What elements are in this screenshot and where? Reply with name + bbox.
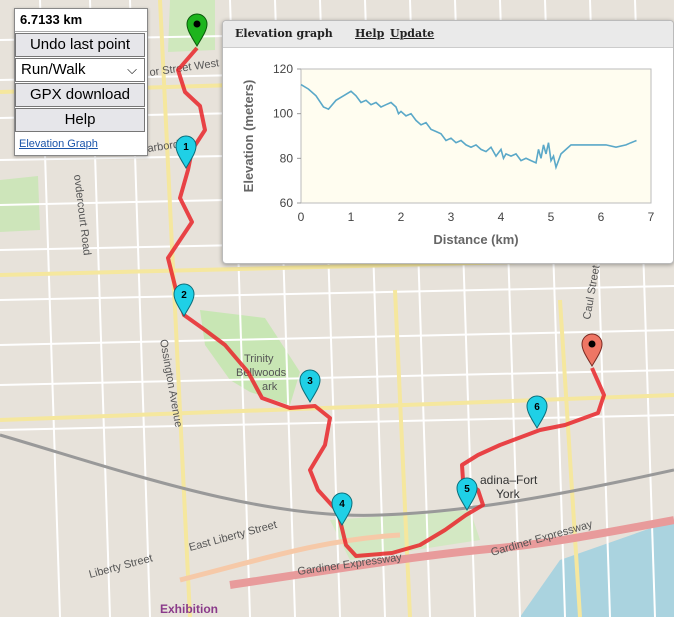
elevation-update-link[interactable]: Update bbox=[390, 27, 435, 40]
x-tick-label: 7 bbox=[648, 210, 655, 224]
waypoint-marker-label: 2 bbox=[181, 290, 187, 301]
waypoint-marker-label: 1 bbox=[183, 142, 189, 153]
y-tick-label: 100 bbox=[273, 107, 293, 121]
label-york: York bbox=[496, 487, 521, 501]
waypoint-marker-3[interactable]: 3 bbox=[299, 369, 321, 403]
gpx-download-button[interactable]: GPX download bbox=[15, 83, 145, 107]
label-park: ark bbox=[262, 381, 278, 393]
help-button[interactable]: Help bbox=[15, 108, 145, 132]
mode-select-value: Run/Walk bbox=[21, 61, 86, 78]
waypoint-marker-label: 6 bbox=[534, 402, 540, 413]
x-tick-label: 3 bbox=[448, 210, 455, 224]
elevation-help-link[interactable]: Help bbox=[355, 27, 385, 40]
elevation-series-line bbox=[300, 83, 637, 171]
y-axis-label: Elevation (meters) bbox=[241, 80, 256, 193]
elevation-panel: Elevation graph Help Update 0 1 2 3 4 5 6 7 60 80… bbox=[222, 20, 674, 264]
distance-readout: 6.7133 km bbox=[15, 9, 147, 32]
x-axis-label: Distance (km) bbox=[433, 232, 518, 247]
waypoint-marker-2[interactable]: 2 bbox=[173, 283, 195, 317]
elevation-panel-title: Elevation graph bbox=[235, 27, 333, 40]
elevation-chart: 0 1 2 3 4 5 6 7 60 80 100 120 Distance (km) Elevati… bbox=[241, 62, 655, 247]
marker-end[interactable] bbox=[581, 333, 603, 367]
waypoint-marker-label: 3 bbox=[307, 376, 313, 387]
route-control-panel: 6.7133 km Undo last point Run/Walk ⌵ GPX… bbox=[14, 8, 148, 156]
elevation-panel-header: Elevation graph Help Update bbox=[223, 21, 673, 48]
x-tick-label: 5 bbox=[548, 210, 555, 224]
waypoint-marker-5[interactable]: 5 bbox=[456, 477, 478, 511]
y-tick-label: 80 bbox=[280, 151, 294, 165]
x-tick-label: 2 bbox=[398, 210, 405, 224]
elevation-graph-link[interactable]: Elevation Graph bbox=[19, 138, 98, 150]
x-tick-label: 1 bbox=[348, 210, 355, 224]
undo-last-point-button[interactable]: Undo last point bbox=[15, 33, 145, 57]
x-tick-label: 0 bbox=[298, 210, 305, 224]
route-line[interactable] bbox=[166, 46, 606, 558]
chevron-down-icon: ⌵ bbox=[127, 62, 137, 77]
y-tick-label: 60 bbox=[280, 196, 294, 210]
x-tick-label: 4 bbox=[498, 210, 505, 224]
waypoint-marker-1[interactable]: 1 bbox=[175, 135, 197, 169]
lake-ontario bbox=[520, 520, 674, 617]
label-exhibition: Exhibition bbox=[160, 602, 218, 616]
x-tick-label: 6 bbox=[598, 210, 605, 224]
label-trinity: Trinity bbox=[244, 353, 274, 365]
waypoint-marker-label: 5 bbox=[464, 484, 470, 495]
park-trinity-bellwoods bbox=[200, 310, 300, 405]
mode-select[interactable]: Run/Walk ⌵ bbox=[15, 58, 145, 82]
waypoint-marker-4[interactable]: 4 bbox=[331, 492, 353, 526]
marker-start[interactable] bbox=[186, 13, 208, 47]
chart-plot-area bbox=[300, 68, 652, 204]
y-tick-label: 120 bbox=[273, 62, 293, 76]
waypoint-marker-6[interactable]: 6 bbox=[526, 395, 548, 429]
waypoint-marker-label: 4 bbox=[339, 499, 345, 510]
label-spadina: adina–Fort bbox=[480, 473, 538, 487]
